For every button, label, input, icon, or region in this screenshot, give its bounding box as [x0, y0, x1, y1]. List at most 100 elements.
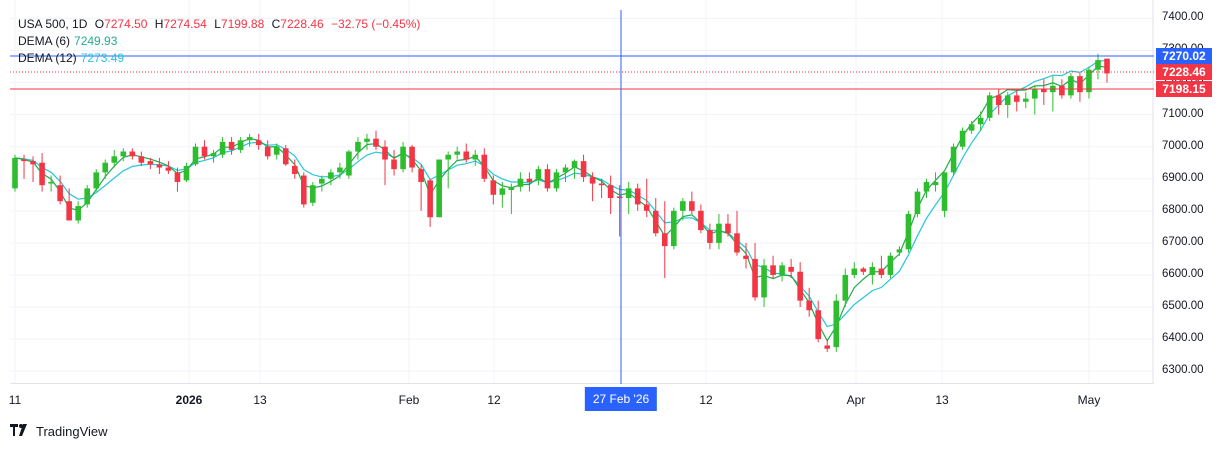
footer[interactable]: TradingView [10, 424, 108, 439]
candle-body [671, 210, 677, 247]
close-label: C [271, 17, 281, 31]
candle-body [842, 274, 849, 301]
candle-body [761, 265, 767, 298]
high-value: 7274.54 [163, 17, 207, 31]
candle-body [382, 146, 388, 160]
candle-body [273, 146, 280, 155]
open-label: O [94, 17, 105, 31]
candle-body [1022, 98, 1029, 102]
candle-body [291, 165, 298, 174]
candle-body [535, 169, 542, 181]
candle-body [264, 146, 271, 157]
candle-body [129, 151, 136, 157]
dema6-label: DEMA (6) [18, 34, 71, 48]
y-tick-label: 6900.00 [1162, 171, 1204, 184]
y-tick-label: 7000.00 [1162, 139, 1204, 152]
candle-body [634, 188, 641, 205]
candle-body [237, 140, 244, 150]
candle-body [328, 172, 334, 179]
y-tick-label: 7100.00 [1162, 107, 1204, 120]
candle-body [499, 188, 506, 195]
candle-body [427, 180, 433, 218]
crosshair-date-tag: 27 Feb '26 [584, 387, 658, 411]
candle-body [625, 188, 632, 198]
candle-body [21, 159, 27, 162]
candle-body [282, 148, 289, 165]
candle-body [977, 117, 984, 125]
x-tick-label: 2026 [175, 393, 203, 407]
x-tick-label: 13 [935, 393, 949, 407]
candle-body [797, 271, 803, 301]
candle-body [1013, 95, 1020, 102]
candle-body [716, 223, 722, 243]
candle-body [1077, 76, 1083, 93]
candlestick-chart[interactable] [10, 0, 1154, 384]
candle-body [815, 310, 822, 340]
last-price-tag: 7228.46 [1156, 64, 1212, 80]
candle-body [806, 300, 812, 311]
low-label: L [214, 17, 221, 31]
candle-body [905, 214, 912, 250]
candle-body [300, 175, 307, 205]
candle-body [391, 159, 397, 170]
candle-body [156, 164, 163, 168]
candle-body [57, 185, 63, 202]
candle-body [571, 161, 578, 168]
candle-body [562, 167, 569, 173]
candle-body [400, 146, 406, 170]
legend-ohlc-row: USA 500, 1D O7274.50 H7274.54 L7199.88 C… [18, 16, 420, 33]
candle-body [319, 178, 325, 184]
candle-body [490, 180, 497, 195]
y-tick-label: 6500.00 [1162, 300, 1204, 313]
open-value: 7274.50 [104, 17, 148, 31]
candle-body [418, 169, 424, 182]
x-tick-label: 11 [8, 393, 22, 407]
candle-body [201, 146, 208, 157]
candle-body [959, 130, 966, 147]
candle-body [228, 141, 235, 150]
y-tick-label: 6700.00 [1162, 235, 1204, 248]
y-tick-label: 7400.00 [1162, 11, 1204, 24]
candle-body [770, 265, 776, 275]
dema12-price-tag: 7270.02 [1156, 48, 1212, 64]
legend-dema6-row[interactable]: DEMA (6) 7249.93 [18, 33, 420, 50]
candle-body [680, 201, 686, 211]
candle-body [508, 186, 515, 190]
candle-body [30, 161, 36, 165]
candle-body [734, 233, 740, 253]
candle-body [607, 185, 614, 198]
candle-body [346, 151, 352, 176]
y-tick-label: 6600.00 [1162, 267, 1204, 280]
candle-body [355, 141, 361, 152]
candle-body [219, 141, 226, 155]
candle-body [436, 159, 442, 218]
chart-area[interactable] [10, 0, 1154, 384]
candle-body [914, 191, 921, 215]
x-tick-label: 12 [487, 393, 501, 407]
candle-body [526, 178, 533, 182]
y-tick-label: 6400.00 [1162, 332, 1204, 345]
candle-body [896, 249, 903, 253]
candle-body [968, 124, 975, 131]
dema12-value: 7273.49 [80, 51, 125, 65]
candle-body [1095, 60, 1101, 70]
candle-body [779, 265, 785, 275]
candle-body [869, 266, 876, 275]
candle-body [707, 230, 713, 243]
candle-body [84, 188, 90, 205]
legend-dema12-row[interactable]: DEMA (12) 7273.49 [18, 50, 420, 67]
candle-body [472, 154, 479, 160]
candle-body [454, 151, 461, 155]
candle-body [887, 255, 894, 275]
dema12-label: DEMA (12) [18, 51, 77, 65]
candle-body [698, 210, 704, 231]
close-value: 7228.46 [280, 17, 324, 31]
candle-body [373, 138, 379, 147]
candle-body [598, 183, 605, 186]
candle-body [147, 161, 154, 165]
x-tick-label: May [1077, 393, 1101, 407]
candle-body [1104, 58, 1110, 74]
symbol-label[interactable]: USA 500, 1D [18, 17, 88, 31]
x-tick-label: Feb [398, 393, 420, 407]
y-tick-label: 6800.00 [1162, 203, 1204, 216]
